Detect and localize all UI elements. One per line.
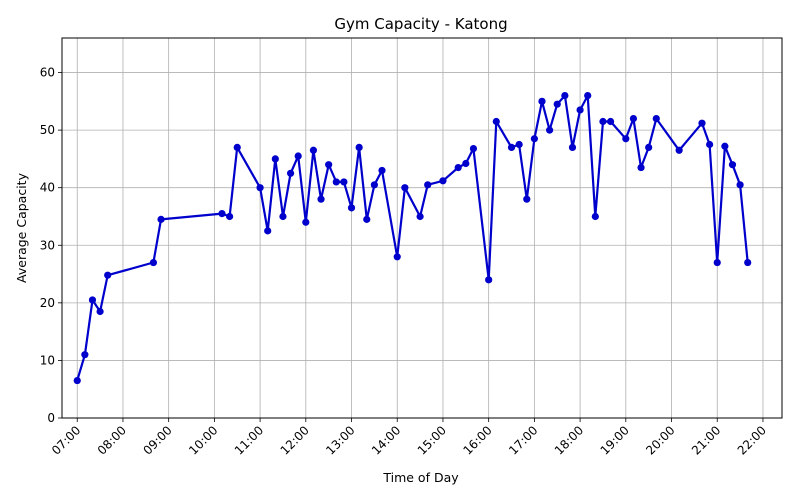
x-tick-label: 16:00 (460, 423, 494, 457)
y-tick-label: 30 (40, 238, 55, 252)
data-point (256, 184, 264, 192)
data-point (721, 142, 729, 150)
data-point (706, 140, 714, 149)
y-tick-label: 0 (47, 411, 55, 425)
data-points (73, 91, 752, 385)
data-point (401, 184, 409, 192)
data-point (591, 212, 599, 221)
data-point (340, 178, 348, 186)
x-tick-label: 21:00 (689, 423, 723, 457)
data-point (104, 271, 112, 279)
data-point (652, 115, 660, 123)
data-point (317, 195, 325, 203)
data-point (576, 106, 584, 114)
data-point (454, 163, 462, 172)
data-point (363, 215, 371, 223)
x-tick-label: 22:00 (735, 423, 769, 457)
y-axis: 0 10 20 30 40 50 60 (40, 66, 62, 425)
data-point (325, 161, 333, 169)
data-point (553, 100, 561, 108)
data-point (584, 91, 592, 100)
data-point (744, 258, 752, 267)
data-point (492, 117, 500, 126)
x-tick-label: 11:00 (232, 423, 266, 457)
data-point (73, 376, 81, 385)
data-point (713, 258, 721, 267)
x-tick-label: 14:00 (369, 423, 403, 457)
data-point (309, 146, 318, 154)
x-tick-label: 20:00 (643, 423, 677, 457)
data-point (271, 155, 279, 163)
x-tick-label: 17:00 (506, 423, 540, 457)
data-point (416, 212, 424, 221)
data-point (264, 227, 272, 235)
data-point (439, 177, 447, 185)
data-point (546, 126, 554, 134)
data-point (469, 144, 478, 153)
data-point (515, 140, 523, 149)
data-point (606, 117, 615, 126)
x-tick-label: 13:00 (323, 423, 357, 457)
grid-lines (62, 38, 782, 419)
data-point (355, 143, 363, 151)
x-tick-label: 09:00 (140, 423, 174, 457)
y-tick-label: 60 (40, 66, 55, 80)
series-line (76, 94, 749, 381)
x-axis: 07:00 08:00 09:00 10:00 11:00 12:00 13:00 14:00… (49, 418, 769, 458)
x-tick-label: 07:00 (49, 423, 83, 457)
data-point (378, 166, 386, 175)
data-point (507, 143, 516, 151)
data-point (370, 181, 378, 189)
data-point (286, 169, 295, 177)
data-point (622, 135, 630, 143)
data-point (393, 253, 401, 261)
data-point (157, 215, 165, 223)
data-point (728, 161, 737, 169)
plot-frame (61, 37, 783, 419)
y-tick-label: 40 (40, 181, 55, 195)
x-tick-label: 12:00 (278, 423, 312, 457)
data-point (233, 143, 241, 151)
y-tick-label: 10 (40, 353, 55, 367)
data-point (424, 181, 432, 189)
chart-title: Gym Capacity - Katong (334, 15, 507, 33)
data-point (485, 276, 493, 284)
data-point (347, 204, 356, 212)
data-point (332, 178, 340, 186)
data-point (561, 91, 569, 100)
data-point (523, 195, 531, 203)
x-axis-label: Time of Day (382, 470, 459, 485)
data-point (462, 159, 470, 168)
data-point (88, 296, 97, 304)
x-tick-label: 18:00 (552, 423, 586, 457)
x-tick-label: 19:00 (598, 423, 632, 457)
data-point (96, 307, 104, 316)
x-tick-label: 08:00 (95, 423, 129, 457)
y-axis-label: Average Capacity (14, 172, 29, 283)
data-point (81, 351, 89, 359)
data-point (530, 135, 538, 143)
x-tick-label: 15:00 (415, 423, 449, 457)
data-point (736, 181, 744, 189)
y-tick-label: 50 (40, 123, 55, 137)
data-point (629, 115, 638, 123)
data-point (538, 97, 546, 105)
data-point (149, 258, 158, 267)
data-point (279, 212, 287, 221)
data-point (568, 143, 577, 151)
data-point (302, 218, 310, 226)
data-point (294, 152, 302, 160)
data-point (645, 143, 653, 151)
data-point (698, 119, 706, 127)
data-point (226, 212, 234, 221)
x-tick-label: 10:00 (186, 423, 220, 457)
data-point (599, 117, 607, 126)
y-tick-label: 20 (40, 296, 55, 310)
data-point (675, 146, 683, 154)
data-point (637, 163, 645, 172)
data-point (218, 210, 226, 218)
